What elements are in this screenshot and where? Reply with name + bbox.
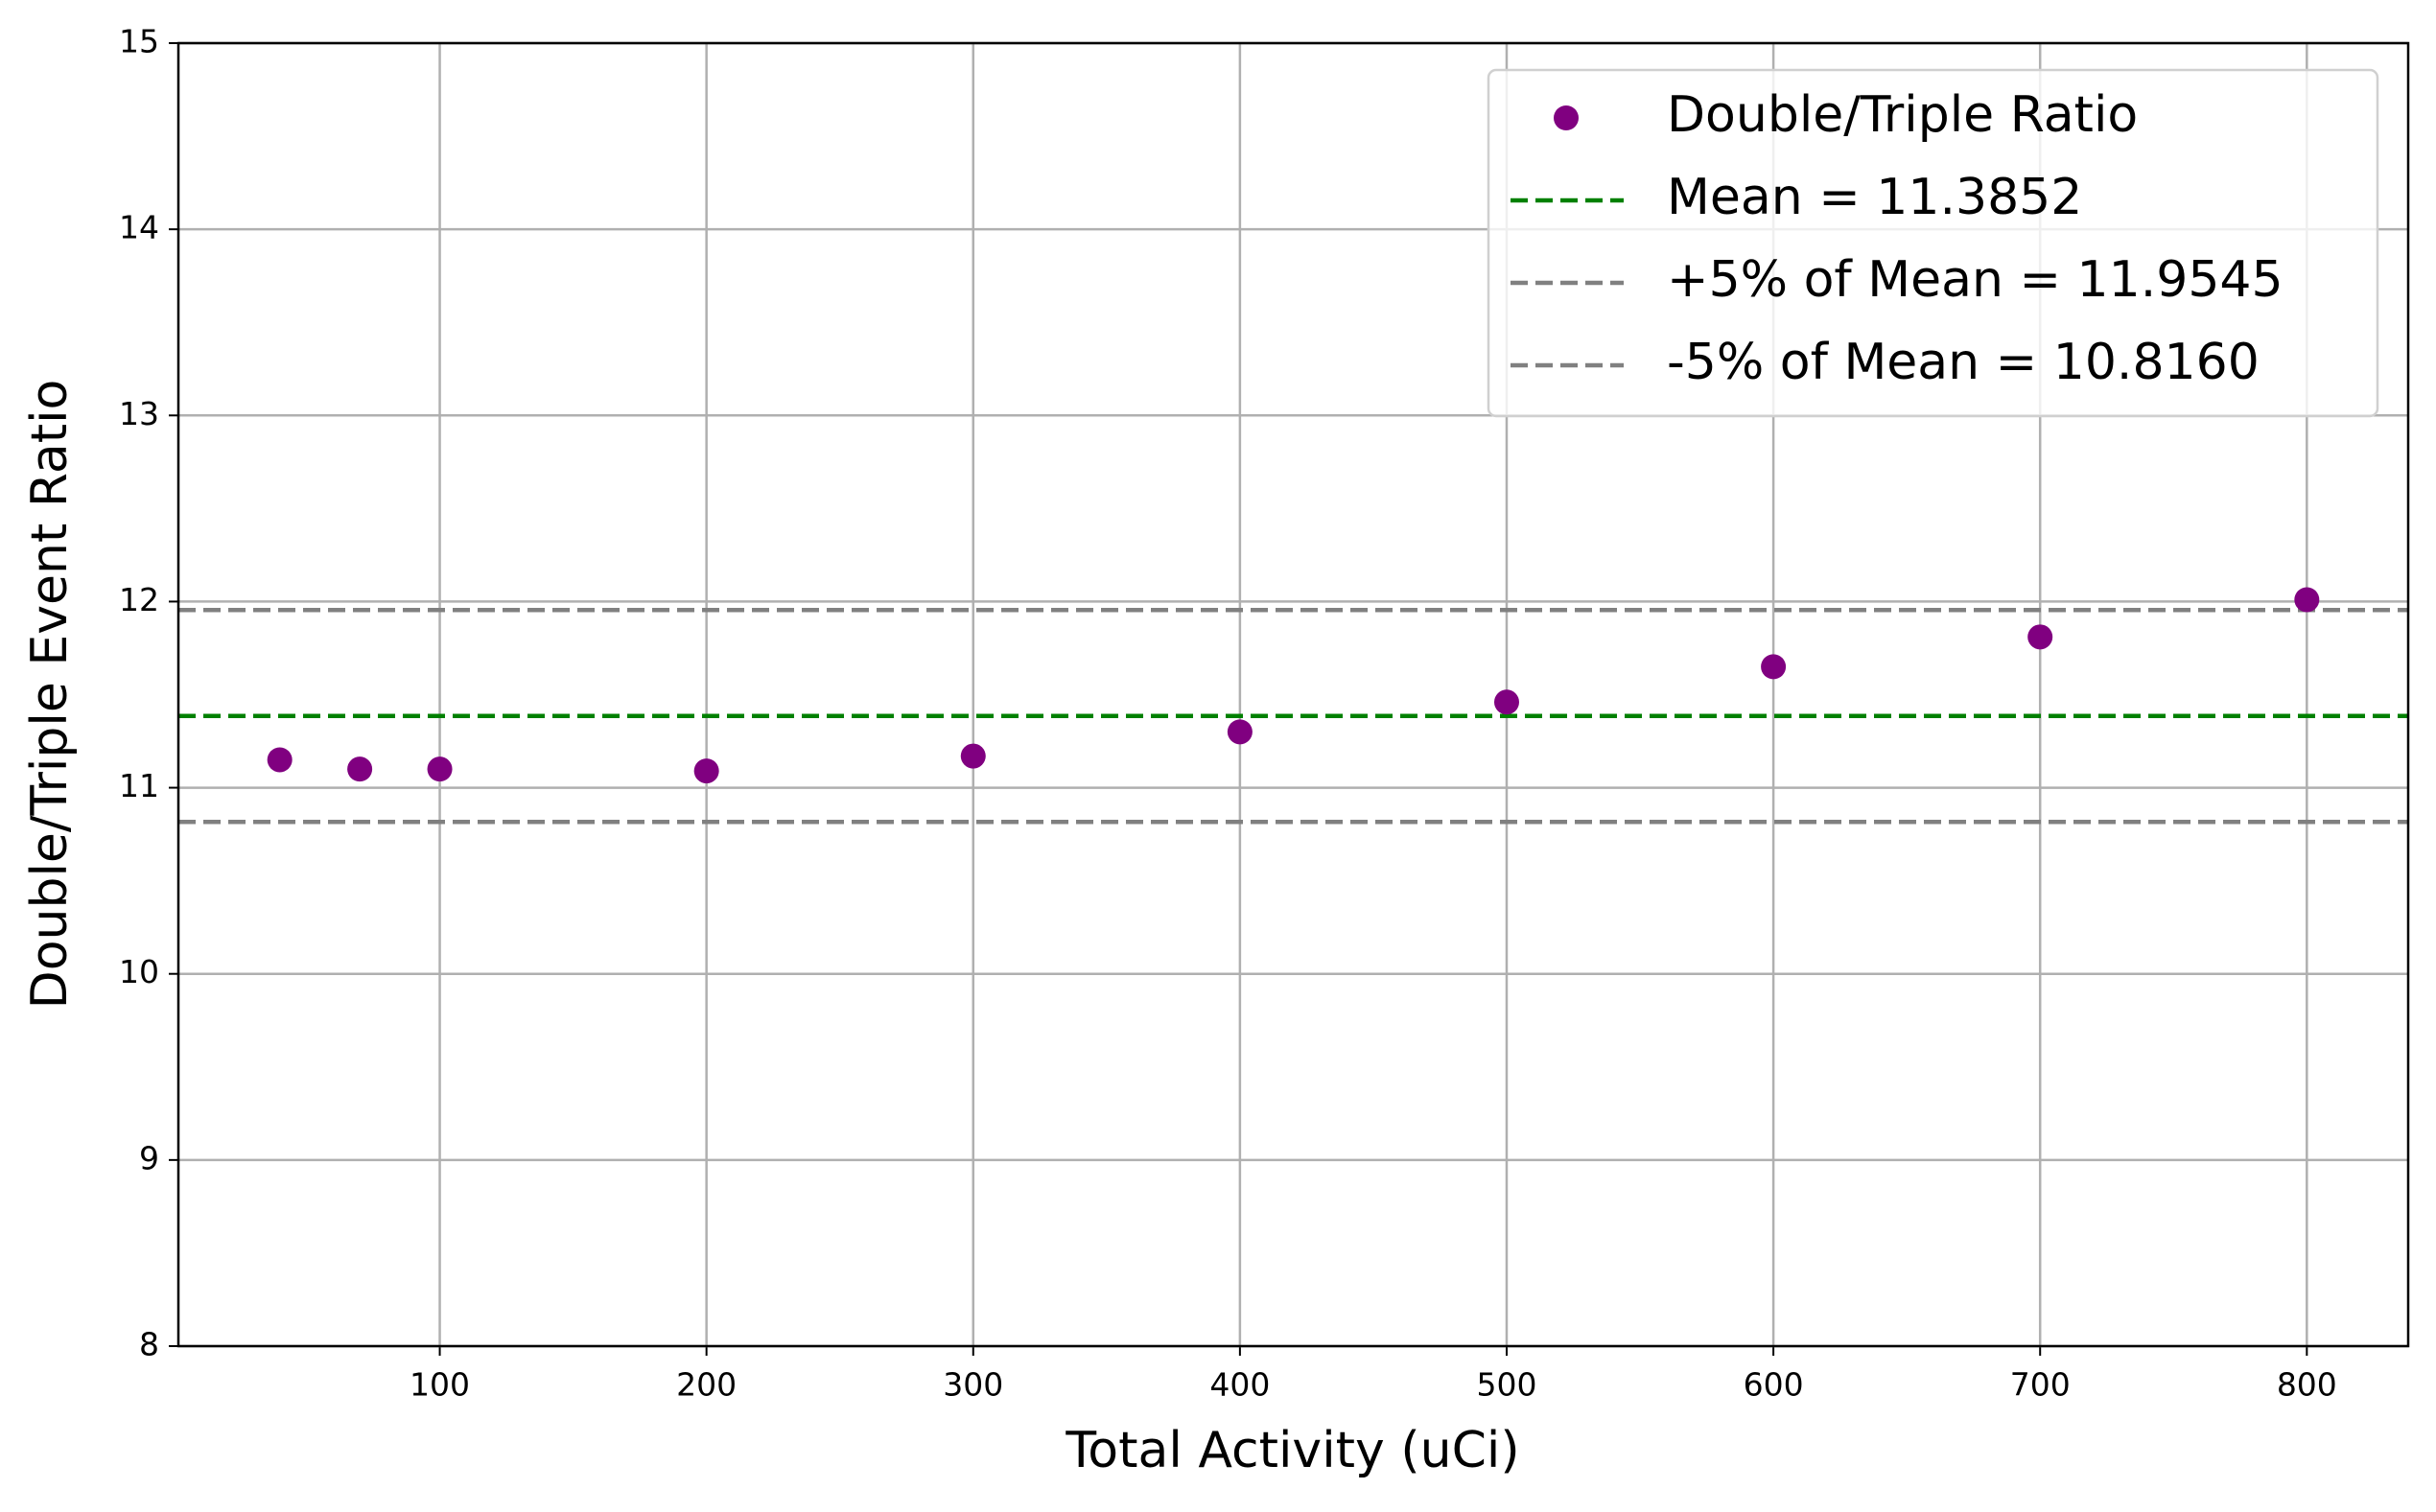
x-tick-label: 400 bbox=[1209, 1366, 1270, 1404]
y-tick-label: 14 bbox=[119, 209, 159, 246]
x-tick-label: 600 bbox=[1744, 1366, 1804, 1404]
y-axis-label: Double/Triple Event Ratio bbox=[21, 380, 79, 1010]
legend-label: -5% of Mean = 10.8160 bbox=[1667, 334, 2260, 391]
point bbox=[427, 756, 453, 782]
legend-label: Mean = 11.3852 bbox=[1667, 169, 2082, 226]
point bbox=[1761, 654, 1787, 680]
y-tick-label: 9 bbox=[139, 1139, 159, 1176]
point bbox=[693, 758, 719, 784]
x-axis-label: Total Activity (uCi) bbox=[1065, 1422, 1519, 1479]
legend-label: +5% of Mean = 11.9545 bbox=[1667, 251, 2284, 309]
plot-frame bbox=[176, 41, 2410, 1348]
legend-label: Double/Triple Ratio bbox=[1667, 86, 2138, 144]
y-tick-label: 11 bbox=[119, 767, 159, 804]
x-tick-label: 700 bbox=[2010, 1366, 2071, 1404]
x-tick-label: 100 bbox=[410, 1366, 470, 1404]
y-tick-label: 8 bbox=[139, 1326, 159, 1363]
legend-box bbox=[1487, 68, 2379, 418]
point bbox=[267, 747, 293, 773]
x-tick-label: 200 bbox=[676, 1366, 737, 1404]
point bbox=[2294, 587, 2320, 613]
point bbox=[2027, 624, 2053, 650]
x-tick-label: 500 bbox=[1476, 1366, 1536, 1404]
x-tick-label: 800 bbox=[2277, 1366, 2337, 1404]
point bbox=[347, 756, 373, 782]
y-tick-label: 12 bbox=[119, 581, 159, 618]
y-tick-label: 10 bbox=[119, 953, 159, 990]
x-tick-label: 300 bbox=[943, 1366, 1003, 1404]
point bbox=[1493, 689, 1519, 715]
y-tick-label: 13 bbox=[119, 395, 159, 432]
legend-marker bbox=[1554, 105, 1579, 130]
point bbox=[960, 743, 986, 769]
y-tick-label: 15 bbox=[119, 23, 159, 60]
point bbox=[1227, 719, 1253, 745]
